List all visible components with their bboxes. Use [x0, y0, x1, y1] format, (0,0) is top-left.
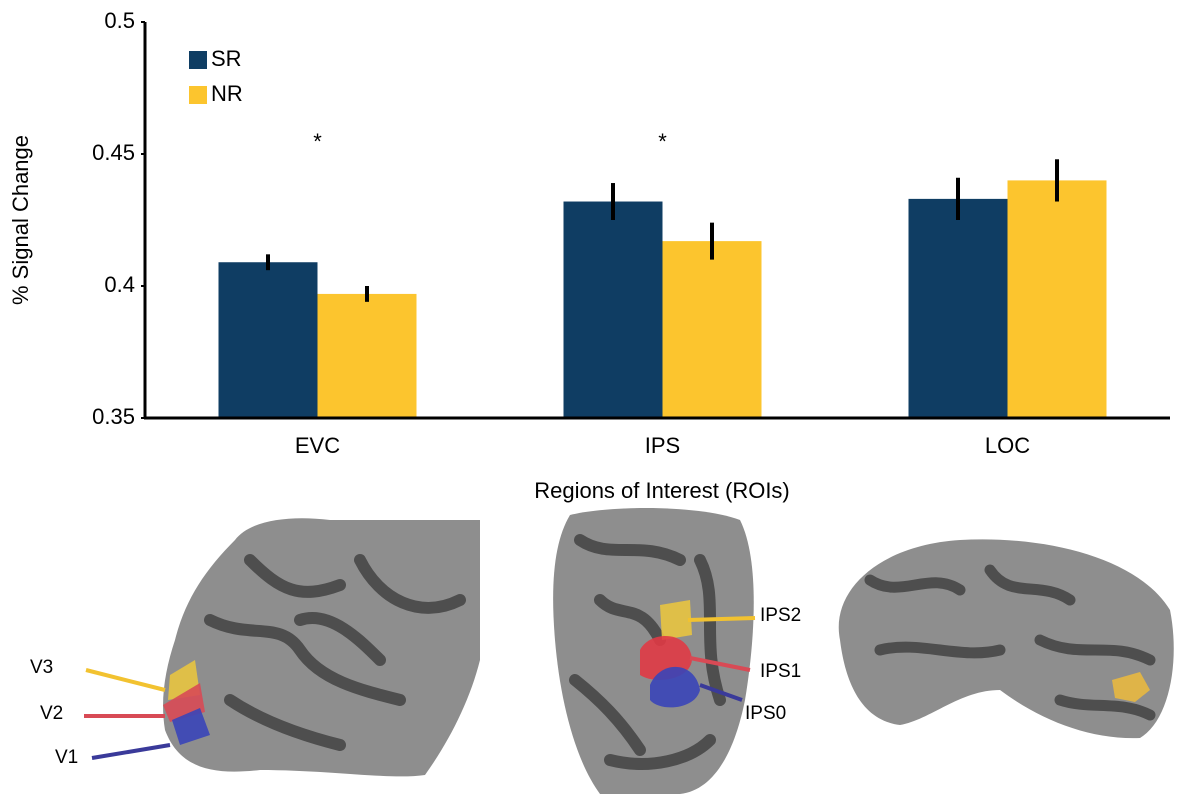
- bar: [218, 262, 318, 418]
- legend-label: SR: [211, 46, 242, 71]
- y-tick-label: 0.35: [92, 404, 135, 429]
- leader-line: [687, 616, 756, 622]
- x-tick-label: EVC: [295, 433, 340, 458]
- legend-swatch: [189, 86, 207, 104]
- brain-sulci: [204, 554, 466, 751]
- roi-label: V3: [30, 657, 53, 678]
- bar: [1007, 180, 1107, 418]
- roi-label: V1: [55, 747, 78, 768]
- legend-swatch: [189, 51, 207, 69]
- legend-label: NR: [211, 81, 243, 106]
- roi-label: V2: [40, 703, 63, 724]
- bar: [662, 241, 762, 418]
- bar: [563, 201, 663, 418]
- y-axis-title: % Signal Change: [8, 135, 33, 305]
- significance-label: *: [658, 129, 667, 154]
- roi-v1: [172, 708, 210, 745]
- brain-sulci: [569, 534, 726, 770]
- roi-ips2: [660, 600, 692, 640]
- roi-label: IPS1: [760, 661, 801, 682]
- x-tick-label: IPS: [645, 433, 680, 458]
- leader-line: [689, 656, 751, 672]
- roi-label: IPS0: [745, 703, 786, 724]
- x-tick-label: LOC: [985, 433, 1030, 458]
- brain-images: V3 V2 V1 IPS2 IPS1 IPS0: [30, 508, 1174, 794]
- leader-line: [699, 683, 743, 702]
- roi-ips0: [650, 666, 700, 708]
- y-tick-label: 0.45: [92, 140, 135, 165]
- x-axis-title: Regions of Interest (ROIs): [534, 478, 790, 503]
- bar: [908, 198, 1008, 418]
- roi-label: IPS2: [760, 605, 801, 626]
- significance-label: *: [313, 129, 322, 154]
- roi-loc: [1112, 672, 1150, 702]
- y-tick-label: 0.5: [104, 8, 135, 33]
- leader-line: [85, 668, 166, 692]
- bar: [317, 293, 417, 418]
- y-tick-label: 0.4: [104, 272, 135, 297]
- leader-line: [91, 743, 171, 760]
- brain-sulci: [864, 564, 1156, 721]
